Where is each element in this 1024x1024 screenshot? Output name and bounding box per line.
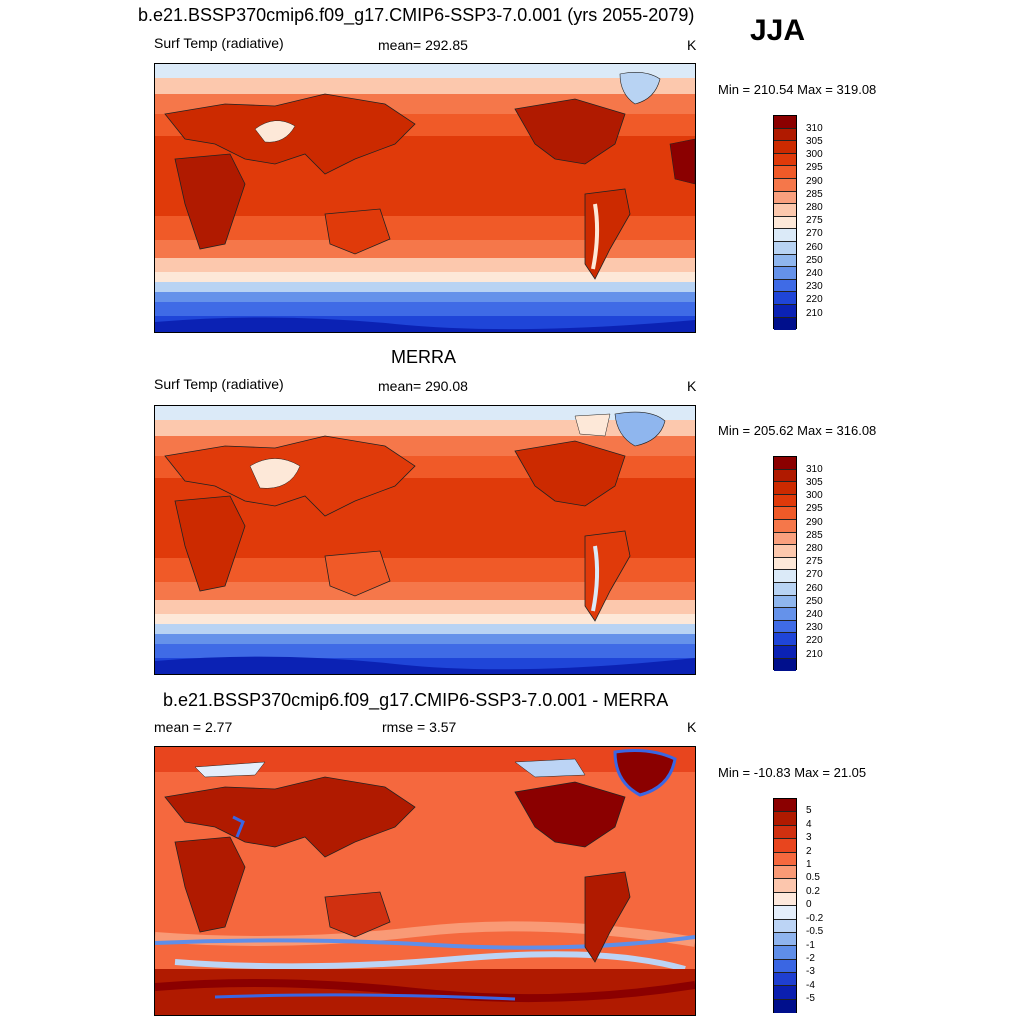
panel2-cbar-label-10: 250 <box>806 596 823 607</box>
panel3-cbar-label-11: -2 <box>806 953 815 964</box>
panel2-colorbar <box>773 456 797 672</box>
panel3-cbar-label-8: -0.2 <box>806 913 824 924</box>
panel1-cbar-label-1: 305 <box>806 136 823 147</box>
panel2-cbar-label-5: 285 <box>806 530 823 541</box>
panel2-cbar-label-8: 270 <box>806 569 823 580</box>
panel1-cbar-label-12: 230 <box>806 281 823 292</box>
panel3-cbar-label-14: -5 <box>806 993 815 1004</box>
panel1-cbar-label-13: 220 <box>806 294 823 305</box>
panel3-cbar-label-6: 0.2 <box>806 886 820 897</box>
panel2-cbar-label-3: 295 <box>806 503 823 514</box>
panel1-cbar-label-14: 210 <box>806 308 823 319</box>
panel3-cbar-label-2: 3 <box>806 832 812 843</box>
panel3-map <box>154 746 696 1016</box>
panel1-variable-label: Surf Temp (radiative) <box>154 35 284 51</box>
panel2-cbar-label-14: 210 <box>806 649 823 660</box>
panel3-cbar-label-5: 0.5 <box>806 872 820 883</box>
panel2-variable-label: Surf Temp (radiative) <box>154 376 284 392</box>
panel3-cbar-label-3: 2 <box>806 846 812 857</box>
panel1-cbar-label-10: 250 <box>806 255 823 266</box>
season-label: JJA <box>750 14 806 47</box>
panel2-cbar-label-12: 230 <box>806 622 823 633</box>
panel1-colorbar <box>773 115 797 331</box>
panel2-map <box>154 405 696 675</box>
panel2-cbar-label-0: 310 <box>806 464 823 475</box>
panel2-cbar-label-11: 240 <box>806 609 823 620</box>
panel1-cbar-label-7: 275 <box>806 215 823 226</box>
panel2-cbar-label-2: 300 <box>806 490 823 501</box>
panel3-mean-label: mean = 2.77 <box>154 719 233 735</box>
panel2-cbar-label-7: 275 <box>806 556 823 567</box>
panel2-cbar-label-1: 305 <box>806 477 823 488</box>
panel1-mean-label: mean= 292.85 <box>378 37 468 53</box>
panel2-cbar-label-6: 280 <box>806 543 823 554</box>
panel1-cbar-label-9: 260 <box>806 242 823 253</box>
panel1-minmax: Min = 210.54 Max = 319.08 <box>718 82 877 97</box>
panel1-cbar-label-6: 280 <box>806 202 823 213</box>
panel3-cbar-label-0: 5 <box>806 805 812 816</box>
panel1-units: K <box>687 37 697 53</box>
panel2-cbar-label-9: 260 <box>806 583 823 594</box>
panel1-cbar-label-4: 290 <box>806 176 823 187</box>
panel2-title: MERRA <box>391 347 457 367</box>
panel3-units: K <box>687 719 697 735</box>
panel1-cbar-label-3: 295 <box>806 162 823 173</box>
panel3-cbar-label-10: -1 <box>806 940 815 951</box>
panel1-cbar-label-0: 310 <box>806 123 823 134</box>
panel1-cbar-label-11: 240 <box>806 268 823 279</box>
panel3-colorbar <box>773 798 797 1014</box>
panel3-cbar-label-9: -0.5 <box>806 926 824 937</box>
panel2-minmax: Min = 205.62 Max = 316.08 <box>718 423 877 438</box>
panel3-cbar-label-4: 1 <box>806 859 812 870</box>
panel3-rmse-label: rmse = 3.57 <box>382 719 457 735</box>
panel2-cbar-label-13: 220 <box>806 635 823 646</box>
panel3-cbar-label-12: -3 <box>806 966 815 977</box>
panel3-cbar-label-13: -4 <box>806 980 815 991</box>
panel3-minmax: Min = -10.83 Max = 21.05 <box>718 765 867 780</box>
panel1-cbar-label-5: 285 <box>806 189 823 200</box>
panel1-map <box>154 63 696 333</box>
panel3-cbar-label-7: 0 <box>806 899 812 910</box>
panel1-cbar-label-8: 270 <box>806 228 823 239</box>
panel2-units: K <box>687 378 697 394</box>
panel3-title: b.e21.BSSP370cmip6.f09_g17.CMIP6-SSP3-7.… <box>163 690 669 710</box>
panel1-title: b.e21.BSSP370cmip6.f09_g17.CMIP6-SSP3-7.… <box>138 5 695 25</box>
panel2-mean-label: mean= 290.08 <box>378 378 468 394</box>
panel1-cbar-label-2: 300 <box>806 149 823 160</box>
panel2-cbar-label-4: 290 <box>806 517 823 528</box>
panel3-cbar-label-1: 4 <box>806 819 812 830</box>
